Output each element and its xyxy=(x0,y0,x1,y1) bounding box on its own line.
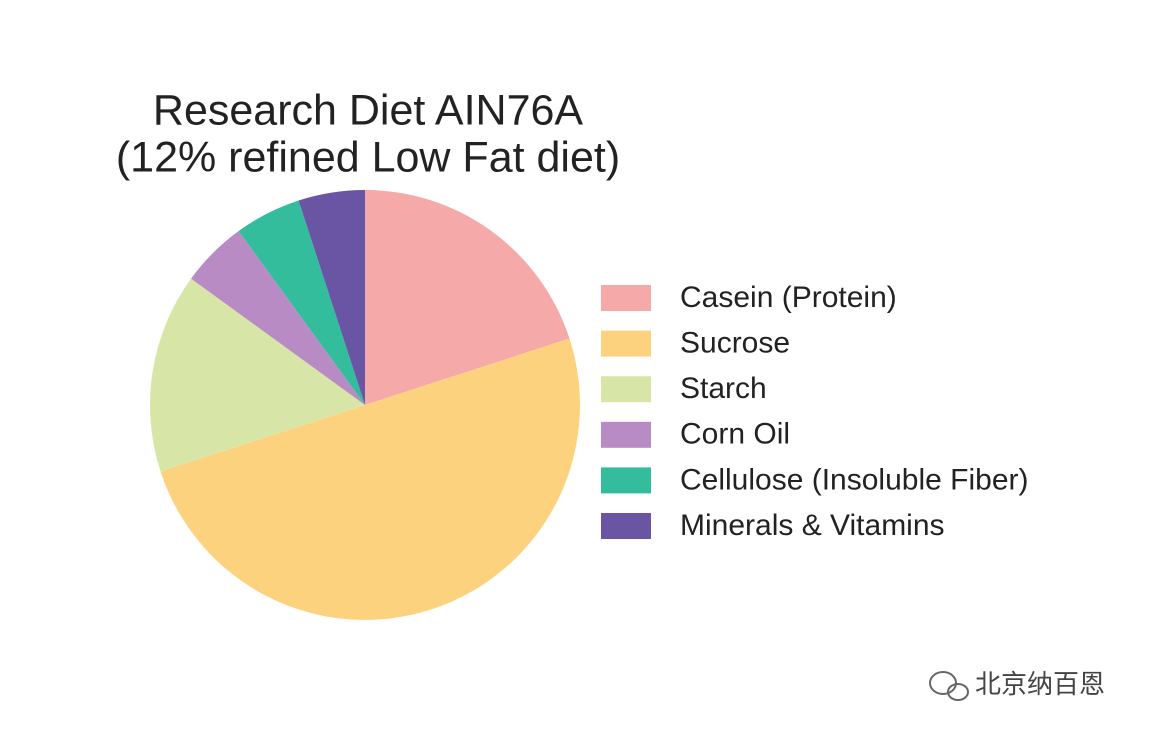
pie-slice xyxy=(149,278,365,472)
legend-label: Minerals & Vitamins xyxy=(680,509,945,542)
legend-label: Sucrose xyxy=(680,327,790,360)
legend-swatch xyxy=(601,285,651,311)
watermark-icon xyxy=(929,671,969,701)
legend-label: Corn Oil xyxy=(680,418,790,451)
chart-title: Research Diet AIN76A xyxy=(153,86,584,134)
chart-subtitle: (12% refined Low Fat diet) xyxy=(116,133,620,181)
pie-slice xyxy=(298,190,365,405)
pie-slice xyxy=(238,200,365,405)
pie-slice xyxy=(191,231,365,405)
legend-swatch xyxy=(601,330,651,357)
legend-label: Casein (Protein) xyxy=(680,281,897,314)
legend-swatch xyxy=(601,513,651,539)
legend-label: Cellulose (Insoluble Fiber) xyxy=(680,463,1029,496)
pie-slice xyxy=(365,190,570,405)
legend-swatch xyxy=(601,421,651,448)
legend-swatch xyxy=(601,376,651,403)
legend-swatch xyxy=(601,467,651,494)
watermark: 北京纳百恩 xyxy=(975,669,1105,699)
pie-slice xyxy=(160,338,580,620)
legend-label: Starch xyxy=(680,372,767,405)
